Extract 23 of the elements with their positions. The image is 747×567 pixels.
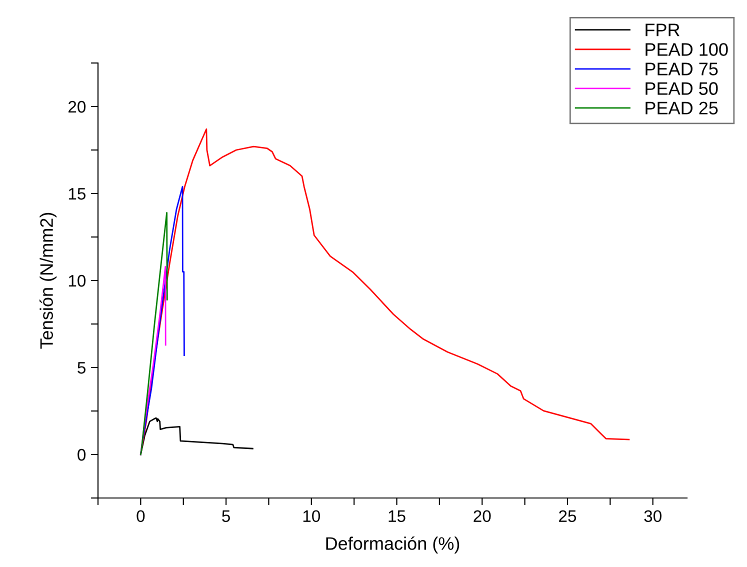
x-tick-label: 0	[136, 510, 145, 522]
legend-label: FPR	[646, 24, 680, 36]
legend-label: PEAD 100	[646, 43, 728, 56]
x-tick-label: 20	[474, 510, 491, 522]
y-tick-label: 0	[78, 448, 86, 461]
line-series	[140, 128, 630, 456]
line-series	[140, 266, 166, 456]
x-tick-label: 10	[303, 510, 320, 522]
line-series	[140, 417, 254, 456]
y-tick-label: 15	[68, 188, 86, 200]
legend-label: PEAD 75	[646, 62, 718, 76]
x-tick-label: 5	[222, 510, 230, 522]
legend-label: PEAD 50	[646, 82, 718, 95]
y-tick-label: 20	[68, 100, 86, 113]
y-tick-label: 5	[78, 362, 86, 374]
x-tick-label: 15	[388, 510, 406, 522]
legend-label: PEAD 25	[646, 102, 718, 114]
x-tick-label: 25	[559, 510, 576, 522]
x-axis-title: Deformación (%)	[326, 536, 460, 554]
x-tick-label: 30	[644, 510, 662, 522]
y-tick-label: 10	[68, 274, 86, 287]
y-axis-title: Tensión (N/mm2)	[40, 212, 57, 349]
line-series	[140, 212, 168, 456]
